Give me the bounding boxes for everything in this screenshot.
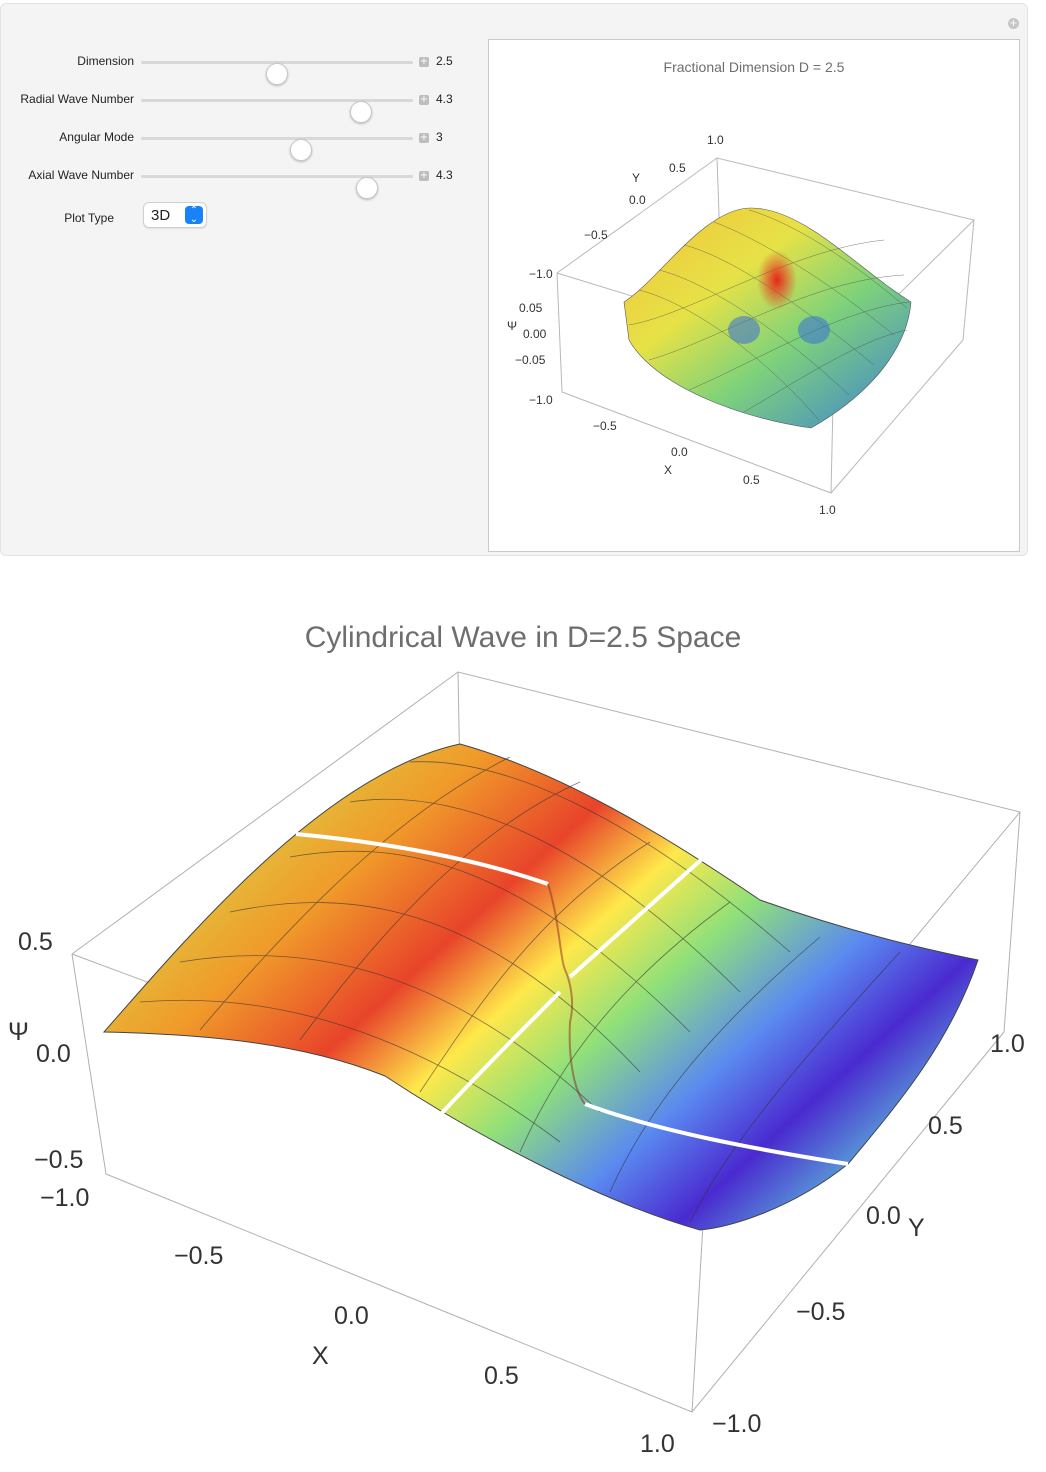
- slider-track[interactable]: [141, 99, 413, 123]
- big-xaxis-label: X: [312, 1342, 329, 1370]
- small-xtick-label: 0.5: [743, 473, 760, 487]
- slider-row-radial-wave-number: Radial Wave Number + 4.3: [1, 88, 471, 123]
- small-yaxis-label: Y: [632, 171, 640, 185]
- small-plot-frame: Fractional Dimension D = 2.5: [488, 39, 1020, 552]
- big-plot-title: Cylindrical Wave in D=2.5 Space: [304, 621, 742, 654]
- small-xaxis-label: X: [664, 463, 672, 477]
- slider-value: 4.3: [436, 92, 453, 106]
- big-xtick-label: 0.5: [484, 1362, 519, 1390]
- slider-row-angular-mode: Angular Mode + 3: [1, 126, 471, 161]
- slider-value: 3: [436, 130, 443, 144]
- slider-track[interactable]: [141, 175, 413, 199]
- expand-icon[interactable]: +: [419, 56, 429, 67]
- big-zaxis-label: Ψ: [8, 1018, 29, 1046]
- slider-label: Axial Wave Number: [28, 168, 134, 182]
- big-xtick-label: −0.5: [174, 1242, 223, 1270]
- big-ztick-label: 0.5: [18, 928, 53, 956]
- slider-value: 2.5: [436, 54, 453, 68]
- slider-thumb[interactable]: [355, 177, 378, 199]
- small-ytick-label: 1.0: [707, 133, 724, 147]
- small-ytick-label: −1.0: [529, 267, 553, 281]
- small-zaxis-label: Ψ: [507, 319, 517, 333]
- big-xtick-label: −1.0: [40, 1184, 89, 1212]
- big-xtick-label: 0.0: [334, 1302, 369, 1330]
- small-ztick-label: 0.00: [523, 327, 547, 341]
- slider-label: Angular Mode: [59, 130, 134, 144]
- small-plot-svg: 1.0 0.5 0.0 −0.5 −1.0 Y 0.05 0.00 −0.05 …: [507, 133, 975, 517]
- big-ytick-label: −0.5: [796, 1298, 845, 1326]
- slider-label: Radial Wave Number: [20, 92, 134, 106]
- small-xtick-label: −1.0: [529, 393, 553, 407]
- small-ytick-label: 0.0: [629, 193, 646, 207]
- small-ztick-label: −0.05: [515, 353, 546, 367]
- slider-row-axial-wave-number: Axial Wave Number + 4.3: [1, 164, 471, 199]
- small-ytick-label: 0.5: [669, 161, 686, 175]
- big-ytick-label: 0.0: [866, 1202, 901, 1230]
- expand-icon[interactable]: +: [419, 170, 429, 181]
- expand-icon[interactable]: +: [419, 132, 429, 143]
- slider-thumb[interactable]: [350, 101, 373, 123]
- plot-type-value: 3D: [151, 207, 171, 224]
- big-ytick-label: 1.0: [990, 1030, 1025, 1058]
- chevron-updown-icon: ⌃ ⌄: [185, 206, 203, 225]
- big-plot-svg: 0.5 0.0 −0.5 Ψ −1.0 −0.5 0.0 0.5 1.0 X −…: [8, 671, 1025, 1458]
- big-ytick-label: −1.0: [712, 1410, 761, 1438]
- small-ztick-label: 0.05: [519, 301, 543, 315]
- small-xtick-label: 0.0: [671, 445, 688, 459]
- slider-track[interactable]: [141, 61, 413, 85]
- slider-thumb[interactable]: [266, 63, 288, 85]
- small-xtick-label: −0.5: [593, 419, 617, 433]
- big-ytick-label: 0.5: [928, 1112, 963, 1140]
- big-ztick-label: −0.5: [34, 1146, 83, 1174]
- slider-row-dimension: Dimension + 2.5: [1, 50, 471, 85]
- plot-type-select[interactable]: 3D ⌃ ⌄: [143, 202, 207, 228]
- plot-type-label: Plot Type: [64, 211, 114, 225]
- slider-value: 4.3: [436, 168, 453, 182]
- small-xtick-label: 1.0: [819, 503, 836, 517]
- small-ytick-label: −0.5: [584, 228, 608, 242]
- controls-panel: + Dimension + 2.5 Radial Wave Number + 4…: [0, 3, 1028, 556]
- big-xtick-label: 1.0: [640, 1430, 675, 1458]
- slider-track[interactable]: [141, 137, 413, 161]
- slider-label: Dimension: [77, 54, 134, 68]
- expand-icon[interactable]: +: [419, 94, 429, 105]
- big-yaxis-label: Y: [908, 1214, 925, 1242]
- big-ztick-label: 0.0: [36, 1040, 71, 1068]
- panel-options-icon[interactable]: +: [1008, 18, 1019, 29]
- slider-thumb[interactable]: [290, 139, 313, 161]
- small-plot-title: Fractional Dimension D = 2.5: [663, 59, 845, 75]
